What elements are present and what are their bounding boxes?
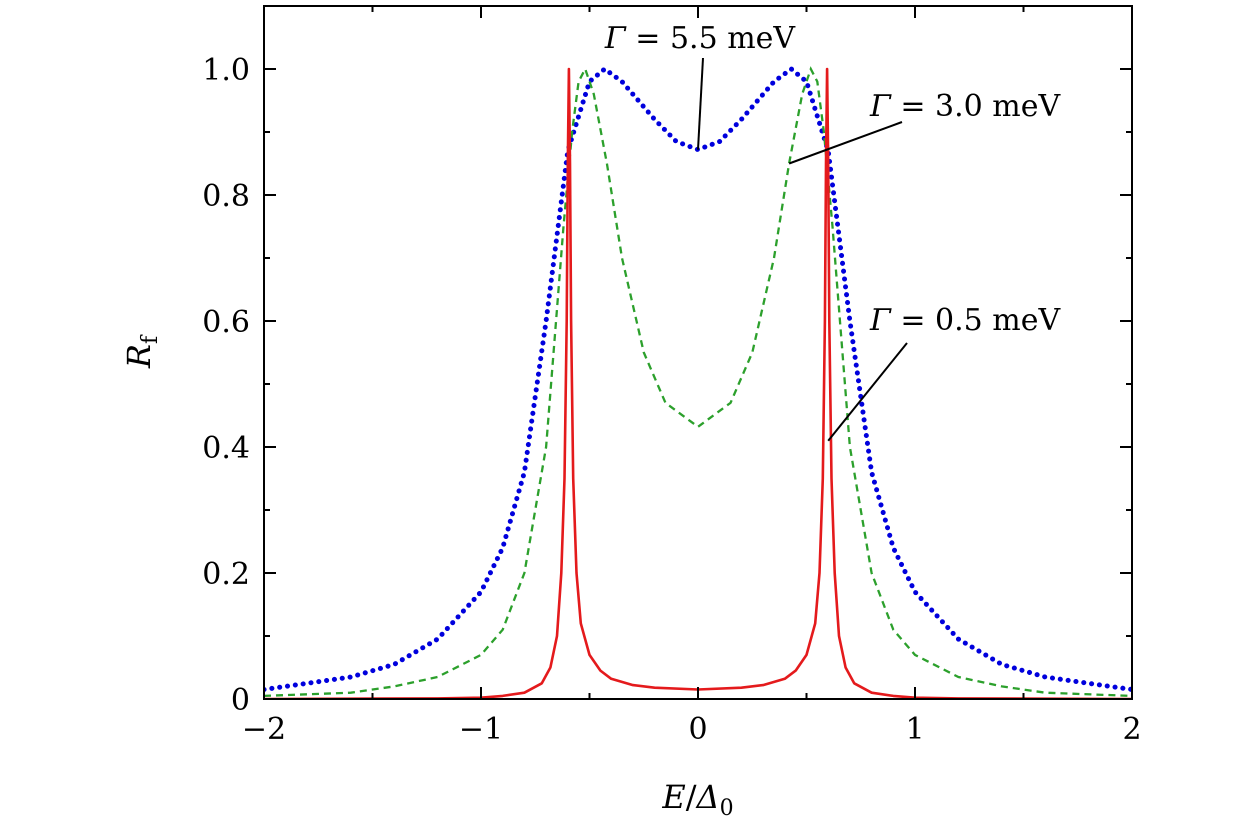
x-tick-label: 0: [688, 712, 707, 747]
y-tick-label: 0.8: [202, 179, 250, 214]
y-tick-label: 0.6: [202, 305, 250, 340]
y-tick-label: 1.0: [202, 53, 250, 88]
x-tick-label: 1: [905, 712, 924, 747]
series-line-0: [264, 65, 1132, 692]
series-line-1: [264, 66, 1132, 698]
annotation-label: Γ = 5.5 meV: [604, 21, 797, 56]
plot-area: [264, 65, 1132, 699]
y-axis-label: Rf: [120, 334, 163, 369]
y-tick-label: 0.4: [202, 431, 250, 466]
x-tick-label: −2: [242, 712, 286, 747]
annotation-leader-line: [697, 57, 704, 150]
annotation-label: Γ = 3.0 meV: [869, 89, 1062, 124]
x-axis-label: E/Δ0: [661, 778, 733, 821]
annotations-layer: Γ = 5.5 meV Γ = 3.0 meV Γ = 0.5 meV: [604, 21, 1062, 442]
annotation-label: Γ = 0.5 meV: [869, 303, 1062, 338]
annotation-leader-line: [788, 121, 903, 165]
y-tick-label: 0: [231, 683, 250, 718]
x-tick-label: 2: [1122, 712, 1141, 747]
ticks-layer: −2 −1 0 1 2 0 0.2 0.4 0.6 0.8 1.0: [202, 6, 1142, 747]
annotation-leader-line: [827, 342, 908, 442]
series-layer: [264, 65, 1132, 699]
x-tick-label: −1: [459, 712, 503, 747]
y-tick-label: 0.2: [202, 557, 250, 592]
series-line-2: [264, 67, 1132, 699]
